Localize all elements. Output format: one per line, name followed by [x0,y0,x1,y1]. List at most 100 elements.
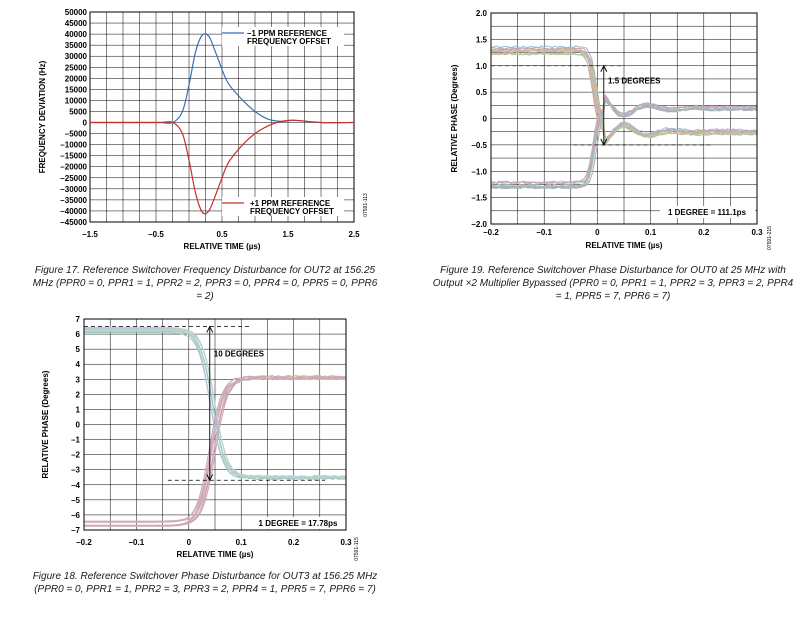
y-tick-label: 5 [76,345,81,354]
y-tick-label: 2 [76,390,81,399]
y-tick-label: –15000 [60,152,87,161]
x-tick-label: 0.1 [236,538,248,547]
y-tick-label: –45000 [60,218,87,227]
phase-trace [490,47,758,142]
phase-trace [84,327,347,479]
x-tick-label: 2.5 [348,230,360,239]
y-tick-label: 5000 [69,107,87,116]
phase-trace [84,375,347,523]
y-tick-label: 4 [76,360,81,369]
y-tick-label: –2.0 [471,220,487,229]
phase-trace [490,52,758,142]
arrow-head [600,138,608,146]
x-tick-label: 0.3 [751,228,763,237]
label-bg [252,517,344,529]
x-tick-label: 0 [595,228,600,237]
y-tick-label: –1.5 [471,194,487,203]
y-tick-label: 2.0 [476,9,488,18]
legend-label: FREQUENCY OFFSET [247,37,331,46]
x-tick-label: 0.2 [698,228,710,237]
y-tick-label: 10000 [65,96,88,105]
y-tick-label: 35000 [65,41,88,50]
chart-fig17: 5000045000400003500030000250002000015000… [38,8,369,251]
arrow-head [206,474,214,482]
y-tick-label: –1.0 [471,167,487,176]
scale-label: 1 DEGREE = 111.1ps [668,208,747,217]
y-tick-label: –2 [71,451,80,460]
y-tick-label: 6 [76,330,81,339]
phase-trace [490,49,758,144]
legend-label: –1 PPM REFERENCE [247,29,328,38]
x-tick-label: –0.2 [483,228,499,237]
y-tick-label: –5 [71,496,80,505]
legend-bg [222,197,344,216]
y-tick-label: –25000 [60,174,87,183]
chart-fig18: 7 6 5 4 3 2 1 0 –1 –2 –3 –4 –5 –6 –7 –0.2 –0.1 0 0.1 0.2 0.3… [41,315,360,561]
y-tick-label: 3 [76,375,81,384]
x-tick-label: –0.5 [148,230,164,239]
y-tick-label: –35000 [60,196,87,205]
y-tick-label: 15000 [65,85,88,94]
figure-code: 07591-115 [354,537,360,561]
figure-code: 07591-215 [767,226,773,250]
y-tick-label: –20000 [60,163,87,172]
y-axis-label: RELATIVE PHASE (Degrees) [450,64,459,172]
x-tick-label: –1.5 [82,230,98,239]
x-tick-label: 0.2 [288,538,300,547]
y-tick-label: –0.5 [471,141,487,150]
y-tick-label: –3 [71,466,80,475]
y-tick-label: 20000 [65,74,88,83]
y-tick-label: 1.5 [476,35,488,44]
figure-code: 07591-113 [363,193,369,217]
x-tick-label: 0.3 [340,538,352,547]
y-tick-label: 0.5 [476,88,488,97]
arrow-head [600,64,608,72]
x-tick-label: –0.2 [76,538,92,547]
y-tick-label: –1 [71,436,80,445]
y-tick-label: –40000 [60,207,87,216]
y-tick-label: 30000 [65,52,88,61]
delta-label: 10 DEGREES [214,350,265,359]
delta-label: 1.5 DEGREES [608,77,661,86]
phase-trace [490,45,758,138]
y-tick-label: 1.0 [476,62,488,71]
x-tick-label: –0.1 [129,538,145,547]
y-tick-label: 7 [76,315,81,324]
phase-trace [84,375,347,523]
y-tick-label: 0 [83,119,88,128]
label-bg [660,206,755,218]
y-tick-label: 25000 [65,63,88,72]
chart-fig19: 2.0 1.5 1.0 0.5 0 –0.5 –1.0 –1.5 –2.0–0.2 –0.1 0 0.… [450,9,773,250]
phase-trace [490,93,758,184]
series-line-plus-1ppm [90,119,355,215]
plot-frame [490,12,758,225]
plot-frame [83,318,347,531]
x-tick-label: 0.1 [645,228,657,237]
y-tick-label: –6 [71,511,80,520]
y-tick-label: –10000 [60,141,87,150]
y-axis-label: FREQUENCY DEVIATION (Hz) [38,60,47,173]
phase-trace [491,100,758,189]
figure-17-caption: Figure 17. Reference Switchover Frequenc… [32,265,378,302]
phase-trace [490,96,758,186]
x-tick-label: 0.5 [216,230,228,239]
x-axis-label: RELATIVE TIME (µs) [184,242,261,251]
x-tick-label: 0 [187,538,192,547]
y-tick-label: –7 [71,526,80,535]
x-tick-label: –0.1 [536,228,552,237]
y-tick-label: 0 [483,115,488,124]
x-axis-label: RELATIVE TIME (µs) [177,550,254,559]
y-tick-label: 45000 [65,19,88,28]
y-axis-label: RELATIVE PHASE (Degrees) [41,370,50,478]
plot-frame [89,11,355,223]
x-axis-label: RELATIVE TIME (µs) [586,241,663,250]
y-tick-label: –5000 [65,130,88,139]
scale-label: 1 DEGREE = 17.78ps [259,519,338,528]
arrow-head [206,325,214,333]
figure-19-caption: Figure 19. Reference Switchover Phase Di… [432,265,794,302]
x-tick-label: 1.5 [282,230,294,239]
y-tick-label: –4 [71,481,80,490]
y-tick-label: 50000 [65,8,88,17]
y-tick-label: 0 [76,421,81,430]
